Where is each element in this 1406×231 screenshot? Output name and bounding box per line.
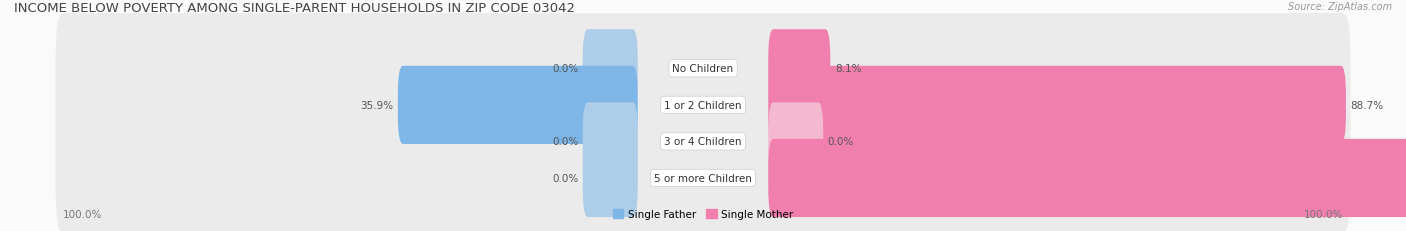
Text: 3 or 4 Children: 3 or 4 Children xyxy=(664,137,742,147)
Text: 8.1%: 8.1% xyxy=(835,64,862,74)
Text: 1 or 2 Children: 1 or 2 Children xyxy=(664,100,742,110)
Legend: Single Father, Single Mother: Single Father, Single Mother xyxy=(609,205,797,224)
FancyBboxPatch shape xyxy=(582,139,638,217)
FancyBboxPatch shape xyxy=(398,67,638,144)
Text: 0.0%: 0.0% xyxy=(828,137,853,147)
Text: 100.0%: 100.0% xyxy=(1303,210,1343,219)
Text: 0.0%: 0.0% xyxy=(553,64,578,74)
Text: Source: ZipAtlas.com: Source: ZipAtlas.com xyxy=(1288,2,1392,12)
Text: 0.0%: 0.0% xyxy=(553,173,578,183)
Text: INCOME BELOW POVERTY AMONG SINGLE-PARENT HOUSEHOLDS IN ZIP CODE 03042: INCOME BELOW POVERTY AMONG SINGLE-PARENT… xyxy=(14,2,575,15)
Text: 100.0%: 100.0% xyxy=(63,210,103,219)
FancyBboxPatch shape xyxy=(56,123,1350,231)
FancyBboxPatch shape xyxy=(768,67,1346,144)
Text: 88.7%: 88.7% xyxy=(1350,100,1384,110)
Text: No Children: No Children xyxy=(672,64,734,74)
Text: 35.9%: 35.9% xyxy=(360,100,394,110)
FancyBboxPatch shape xyxy=(582,103,638,181)
FancyBboxPatch shape xyxy=(582,30,638,108)
Text: 5 or more Children: 5 or more Children xyxy=(654,173,752,183)
FancyBboxPatch shape xyxy=(56,87,1350,197)
Text: 0.0%: 0.0% xyxy=(553,137,578,147)
FancyBboxPatch shape xyxy=(56,14,1350,124)
FancyBboxPatch shape xyxy=(56,50,1350,160)
FancyBboxPatch shape xyxy=(768,30,831,108)
FancyBboxPatch shape xyxy=(768,139,1406,217)
FancyBboxPatch shape xyxy=(768,103,824,181)
